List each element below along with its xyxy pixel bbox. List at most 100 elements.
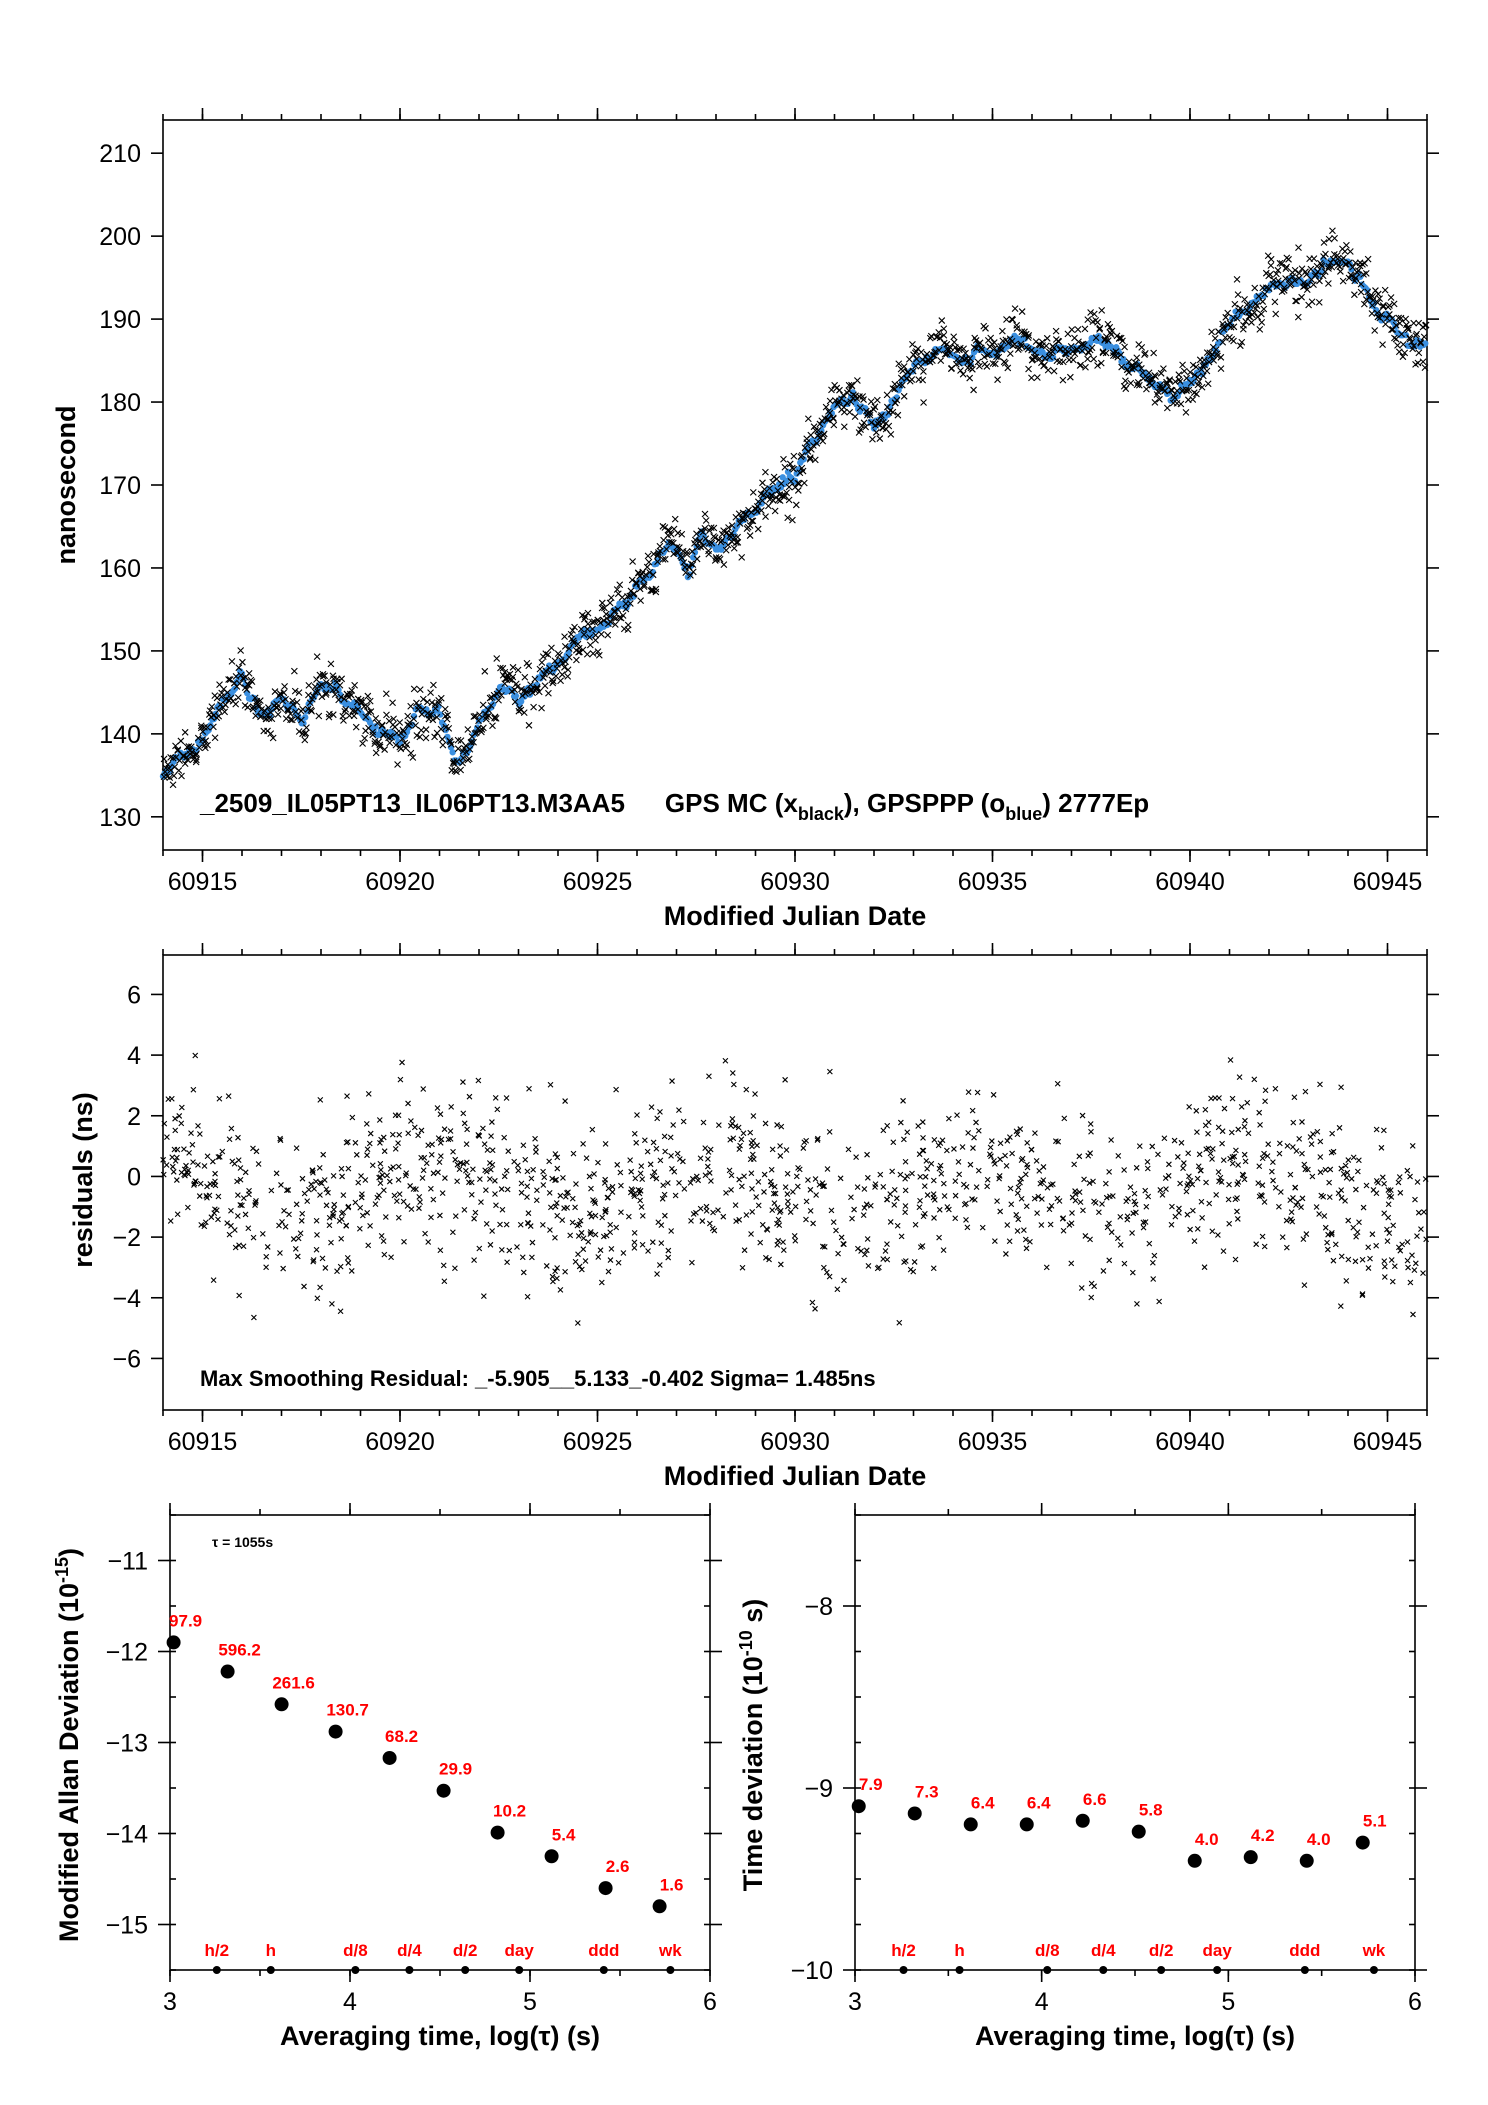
- residual-point: [588, 1185, 594, 1192]
- residual-point: [936, 1206, 943, 1213]
- black-point: [1084, 355, 1091, 363]
- residual-point: [700, 1119, 707, 1126]
- residual-point: [1008, 1201, 1015, 1208]
- black-point: [785, 483, 793, 491]
- residual-point: [524, 1293, 531, 1300]
- residual-point: [884, 1196, 891, 1203]
- residual-point: [1375, 1179, 1381, 1186]
- residual-point: [912, 1221, 919, 1228]
- residual-point: [482, 1187, 489, 1193]
- residual-point: [1404, 1239, 1411, 1245]
- black-point: [673, 543, 681, 551]
- black-point: [292, 708, 300, 716]
- black-point: [558, 671, 566, 678]
- residual-point: [960, 1181, 967, 1188]
- blue-point: [300, 720, 307, 727]
- residual-point: [1309, 1173, 1316, 1180]
- residual-point: [916, 1204, 923, 1211]
- deviation-value-label: 596.2: [218, 1641, 261, 1660]
- residual-point: [384, 1172, 390, 1179]
- residual-point: [486, 1160, 493, 1166]
- black-point: [327, 660, 335, 668]
- residual-point: [1353, 1233, 1359, 1240]
- black-point: [484, 706, 492, 714]
- black-point: [754, 498, 762, 506]
- black-point: [787, 478, 795, 485]
- residual-point: [1378, 1144, 1385, 1151]
- residual-point: [669, 1078, 675, 1084]
- black-point: [465, 755, 473, 763]
- residual-point: [736, 1176, 743, 1183]
- residual-point: [1235, 1162, 1242, 1168]
- residual-point: [524, 1183, 531, 1190]
- black-point: [382, 690, 390, 698]
- residual-point: [316, 1164, 323, 1171]
- residual-point: [1102, 1180, 1109, 1187]
- residual-point: [820, 1264, 827, 1271]
- residual-point: [638, 1204, 645, 1210]
- residual-point: [176, 1113, 183, 1119]
- black-point: [318, 681, 326, 689]
- residual-point: [709, 1225, 716, 1232]
- deviation-point: [907, 1806, 922, 1821]
- black-point: [293, 698, 301, 706]
- black-point: [476, 711, 483, 719]
- residual-point: [1134, 1301, 1140, 1307]
- residual-point: [1363, 1182, 1370, 1189]
- black-point: [846, 408, 854, 416]
- x-tick-label: 60920: [365, 868, 435, 896]
- black-point: [354, 706, 362, 713]
- black-point: [1379, 341, 1386, 349]
- residual-point: [747, 1156, 754, 1163]
- residual-point: [1381, 1274, 1388, 1280]
- deviation-value-label: 7.9: [859, 1775, 883, 1794]
- residual-point: [1262, 1098, 1268, 1105]
- black-point: [422, 734, 430, 742]
- residual-point: [1194, 1129, 1200, 1136]
- deviation-value-label: 6.4: [1027, 1793, 1051, 1812]
- residual-point: [1379, 1174, 1386, 1181]
- black-point: [277, 705, 285, 712]
- residual-point: [486, 1176, 493, 1182]
- residual-point: [984, 1176, 991, 1183]
- residual-point: [928, 1160, 935, 1167]
- residual-point: [340, 1192, 347, 1198]
- residual-point: [1088, 1280, 1095, 1287]
- residual-point: [845, 1146, 852, 1153]
- residual-point: [1388, 1257, 1395, 1263]
- black-point: [645, 558, 653, 566]
- residual-point: [197, 1180, 204, 1187]
- residual-point: [434, 1105, 441, 1111]
- residual-point: [665, 1247, 672, 1254]
- residual-point: [1088, 1294, 1095, 1301]
- black-point: [678, 554, 686, 562]
- black-point: [425, 711, 433, 719]
- residual-point: [574, 1320, 581, 1326]
- residual-point: [352, 1199, 359, 1206]
- interval-marker-label: d/2: [453, 1941, 478, 1960]
- residual-point: [1289, 1144, 1296, 1150]
- residual-point: [864, 1236, 871, 1242]
- residual-point: [945, 1115, 952, 1122]
- residual-point: [204, 1153, 211, 1160]
- residual-point: [1353, 1186, 1359, 1193]
- residual-point: [1149, 1259, 1156, 1266]
- black-point: [1382, 320, 1389, 328]
- residual-point: [1131, 1190, 1138, 1197]
- residual-point: [1087, 1121, 1094, 1127]
- residual-point: [215, 1216, 221, 1223]
- residual-point: [1189, 1207, 1196, 1214]
- residual-point: [1380, 1127, 1387, 1134]
- residual-point: [1183, 1188, 1190, 1195]
- residual-point: [1399, 1241, 1406, 1248]
- residual-point: [314, 1295, 321, 1302]
- residual-point: [1301, 1282, 1308, 1289]
- residual-point: [1395, 1179, 1402, 1186]
- residual-point: [363, 1120, 370, 1127]
- black-point: [994, 376, 1001, 384]
- black-point: [1180, 367, 1188, 375]
- residual-point: [515, 1167, 522, 1174]
- black-point: [407, 702, 415, 710]
- black-point: [428, 699, 436, 707]
